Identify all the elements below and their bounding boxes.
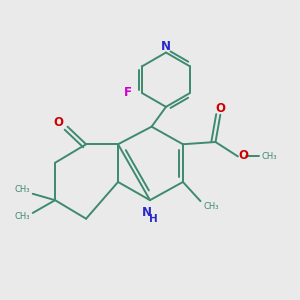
- Text: CH₃: CH₃: [14, 212, 29, 221]
- Text: O: O: [215, 102, 225, 115]
- Text: N: N: [161, 40, 171, 53]
- Text: CH₃: CH₃: [262, 152, 278, 161]
- Text: CH₃: CH₃: [14, 185, 29, 194]
- Text: H: H: [149, 214, 158, 224]
- Text: F: F: [124, 86, 132, 99]
- Text: N: N: [142, 206, 152, 219]
- Text: O: O: [238, 149, 249, 162]
- Text: CH₃: CH₃: [203, 202, 219, 211]
- Text: O: O: [54, 116, 64, 129]
